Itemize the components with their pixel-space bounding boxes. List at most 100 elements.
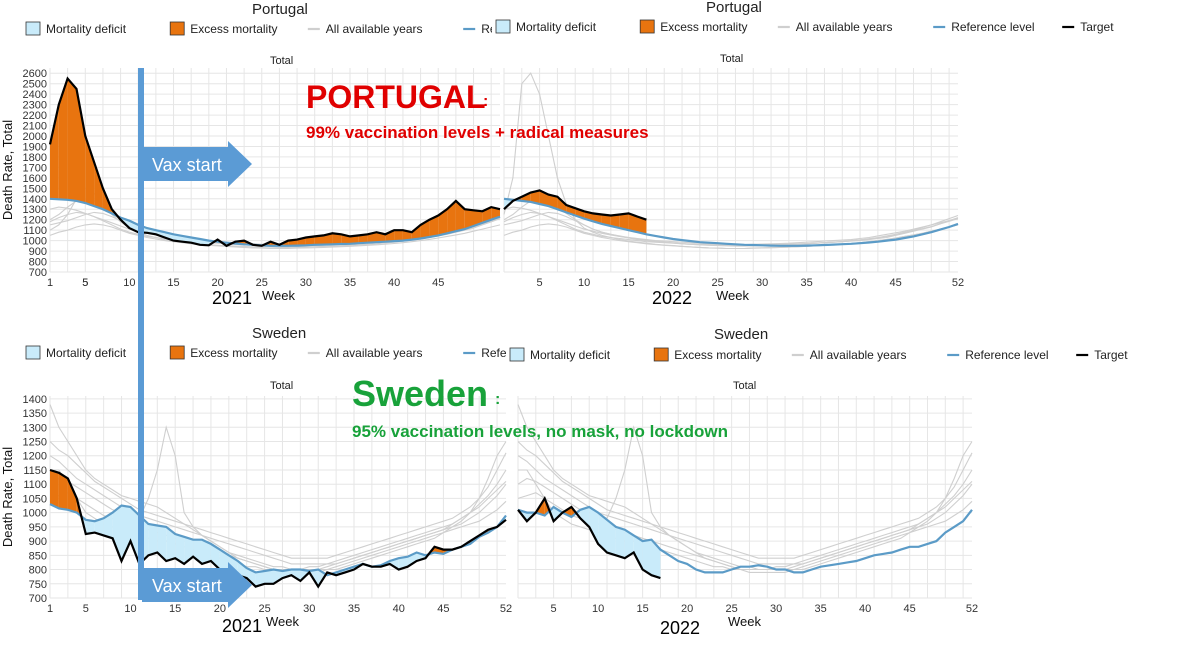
- year-label: 2021: [212, 288, 252, 308]
- excess-area: [58, 472, 68, 510]
- excess-area: [619, 213, 629, 231]
- panel-subtitle: Total: [733, 380, 756, 392]
- panel-title: Portugal: [252, 1, 308, 18]
- y-tick-label: 2000: [23, 131, 47, 143]
- deficit-area: [130, 507, 140, 564]
- y-tick-label: 1150: [23, 465, 47, 477]
- excess-area: [50, 470, 59, 509]
- x-tick-label: 20: [667, 277, 679, 289]
- background-year-line: [503, 72, 959, 250]
- excess-area: [385, 230, 395, 242]
- target-line: [503, 189, 647, 221]
- deficit-area: [598, 512, 607, 553]
- x-tick-label: 15: [167, 277, 179, 289]
- excess-area: [67, 478, 77, 513]
- x-tick-label: 15: [169, 603, 181, 615]
- deficit-area: [85, 519, 95, 534]
- vax-start-line: [138, 68, 144, 600]
- x-tick-label: 20: [214, 603, 226, 615]
- deficit-area: [580, 507, 590, 527]
- y-tick-label: 1600: [23, 173, 47, 185]
- deficit-area: [94, 518, 104, 536]
- legend-label: Excess mortality: [674, 348, 761, 362]
- panel-pt2022: 5 10 15 20 25 30 35 40 45 52 Portugal Total Week 2022: [503, 0, 964, 308]
- panel-se2022: 5 10 15 20 25 30 35 40 45 52 Sweden Total Week 2022: [517, 326, 978, 638]
- target-line: [517, 495, 661, 580]
- excess-area: [94, 162, 103, 210]
- deficit-area: [624, 529, 634, 559]
- legend-deficit-swatch: [25, 345, 41, 360]
- vax-start-arrow-sweden: [142, 562, 252, 608]
- legend-background: [506, 344, 981, 364]
- x-tick-label: 1: [47, 603, 53, 615]
- x-tick-label: 40: [845, 277, 857, 289]
- deficit-area: [175, 534, 185, 564]
- deficit-area: [651, 539, 661, 579]
- background-year-line: [503, 198, 959, 247]
- deficit-area: [589, 507, 599, 544]
- excess-area: [394, 230, 403, 242]
- panel-se2021: 7007508008509009501000105011001150120012…: [0, 325, 512, 636]
- deficit-area: [273, 569, 283, 584]
- portugal-note: 99% vaccination levels + radical measure…: [306, 123, 649, 142]
- background-year-line: [49, 223, 501, 250]
- legend-label: Excess mortality: [190, 346, 277, 360]
- legend-label: Mortality deficit: [46, 22, 127, 36]
- target-line: [48, 76, 501, 248]
- reference-line: [517, 505, 973, 574]
- legend-label: All available years: [796, 20, 893, 34]
- legend-excess-swatch: [169, 21, 185, 36]
- y-tick-label: 1800: [23, 152, 47, 164]
- panel-subtitle: Total: [270, 55, 293, 67]
- x-tick-label: 35: [344, 277, 356, 289]
- y-tick-label: 1500: [23, 183, 47, 195]
- x-tick-label: 40: [388, 277, 400, 289]
- x-tick-label: 35: [801, 277, 813, 289]
- x-tick-label: 45: [890, 277, 902, 289]
- year-label: 2021: [222, 616, 262, 636]
- x-tick-label: 10: [578, 277, 590, 289]
- deficit-area: [121, 505, 131, 561]
- y-tick-label: 1200: [23, 215, 47, 227]
- sweden-heading: Sweden: [352, 373, 488, 414]
- x-axis-label: Week: [266, 614, 299, 629]
- y-tick-label: 2500: [23, 79, 47, 91]
- x-tick-label: 30: [756, 277, 768, 289]
- target-line: [49, 468, 507, 589]
- portugal-heading: PORTUGAL: [306, 79, 486, 115]
- x-tick-label: 20: [681, 603, 693, 615]
- y-tick-label: 1050: [23, 493, 47, 505]
- x-tick-label: 5: [83, 603, 89, 615]
- excess-area: [58, 78, 68, 200]
- deficit-area: [166, 526, 176, 561]
- y-tick-label: 2600: [23, 68, 47, 80]
- y-tick-label: 1300: [23, 422, 47, 434]
- legend-label: Target: [1094, 348, 1128, 362]
- x-tick-label: 30: [303, 603, 315, 615]
- deficit-area: [112, 505, 122, 561]
- charts-layer: 7008009001000110012001300140015001600170…: [0, 0, 978, 638]
- excess-area: [305, 236, 315, 246]
- x-tick-label: 5: [82, 277, 88, 289]
- legend-excess-swatch: [653, 347, 669, 362]
- legend-label: Mortality deficit: [516, 20, 597, 34]
- vax-start-label-portugal: Vax start: [152, 155, 222, 175]
- panel-subtitle: Total: [720, 53, 743, 65]
- excess-area: [557, 196, 567, 213]
- excess-area: [350, 235, 359, 244]
- reference-line: [49, 197, 501, 247]
- excess-area: [76, 88, 86, 203]
- legend-se2022: Mortality deficit Excess mortality All ava…: [506, 344, 1128, 364]
- y-tick-label: 1200: [23, 451, 47, 463]
- y-tick-label: 1100: [23, 225, 47, 237]
- legend-pt2022: Mortality deficit Excess mortality All ava…: [492, 16, 1114, 36]
- x-tick-label: 45: [432, 277, 444, 289]
- x-tick-label: 25: [256, 277, 268, 289]
- legend-deficit-swatch: [509, 347, 525, 362]
- legend-label: Reference level: [965, 348, 1048, 362]
- x-tick-label: 10: [592, 603, 604, 615]
- excess-area: [610, 214, 620, 229]
- excess-area: [601, 214, 611, 226]
- excess-area: [521, 192, 531, 202]
